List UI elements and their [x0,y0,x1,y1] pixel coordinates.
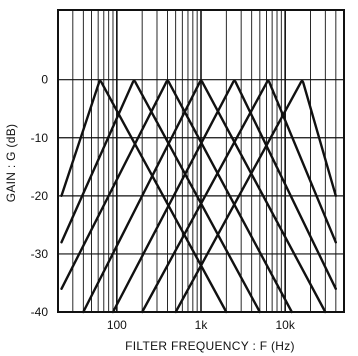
y-tick-label: 0 [41,73,48,87]
x-axis-label: FILTER FREQUENCY : F (Hz) [125,339,295,353]
band-curve-2500hz [111,79,337,314]
grid [58,10,344,312]
x-tick-label: 10k [275,318,295,332]
y-tick-label: -10 [31,131,49,145]
y-tick-label: -30 [31,247,49,261]
curves [60,79,337,314]
x-tick-label: 100 [107,318,127,332]
y-tick-label: -20 [31,189,49,203]
band-curve-63hz [60,79,228,314]
x-tick-label: 1k [195,318,209,332]
x-tick-labels: 100 1k 10k [107,318,296,332]
band-curve-6300hz [141,79,337,314]
band-curve-400hz [60,79,293,314]
y-tick-labels: 0 -10 -20 -30 -40 [31,73,49,319]
y-tick-label: -40 [31,305,49,319]
y-axis-label: GAIN : G (dB) [4,124,18,203]
plot-frame [57,9,345,313]
band-curve-16000hz [174,79,337,314]
band-curve-160hz [60,79,261,314]
band-curve-1000hz [82,79,327,314]
